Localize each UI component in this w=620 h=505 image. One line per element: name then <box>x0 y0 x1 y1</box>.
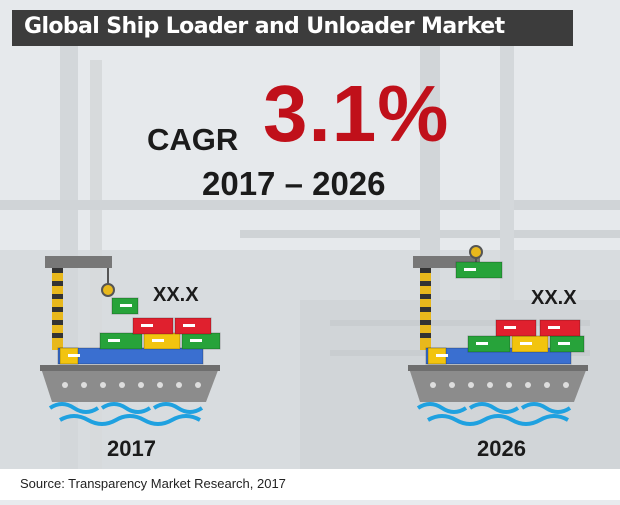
source-bar: Source: Transparency Market Research, 20… <box>0 469 620 500</box>
water-wave-2026 <box>416 402 468 414</box>
container-marking-2017 <box>190 339 202 342</box>
ship-hull-2026 <box>408 365 588 402</box>
water-wave-2017 <box>48 402 100 414</box>
porthole-2017 <box>100 382 106 388</box>
water-wave-2026 <box>427 414 569 426</box>
water-wave-2017 <box>100 402 152 414</box>
container-marking-2026 <box>558 342 570 345</box>
source-note: Source: Transparency Market Research, 20… <box>20 476 286 491</box>
crane-stripe-2026 <box>420 281 431 286</box>
crane-mast-2026 <box>420 260 431 350</box>
porthole-2026 <box>525 382 531 388</box>
porthole-2017 <box>157 382 163 388</box>
container-marking-2026 <box>548 326 560 329</box>
porthole-2017 <box>62 382 68 388</box>
crane-stripe-2017 <box>52 333 63 338</box>
crane-hook-2026 <box>469 245 483 259</box>
crane-stripe-2017 <box>52 281 63 286</box>
container-marking-2026 <box>520 342 532 345</box>
chart-title: Global Ship Loader and Unloader Market <box>24 14 505 39</box>
porthole-2026 <box>449 382 455 388</box>
water-wave-2026 <box>468 402 520 414</box>
porthole-2026 <box>430 382 436 388</box>
crane-stripe-2026 <box>420 333 431 338</box>
porthole-2026 <box>506 382 512 388</box>
porthole-2026 <box>544 382 550 388</box>
container-marking-2017 <box>108 339 120 342</box>
container-marking-2026 <box>476 342 488 345</box>
title-bar: Global Ship Loader and Unloader Market <box>12 10 573 46</box>
porthole-2026 <box>487 382 493 388</box>
container-2026 <box>455 261 503 279</box>
container-marking-2017 <box>141 324 153 327</box>
cagr-period: 2017 – 2026 <box>202 165 386 202</box>
cagr-label: CAGR <box>147 122 239 157</box>
porthole-2026 <box>468 382 474 388</box>
value-label-2026: XX.X <box>531 287 577 309</box>
crane-hook-2017 <box>101 283 115 297</box>
container-marking-2017 <box>183 324 195 327</box>
crane-stripe-2026 <box>420 268 431 273</box>
crane-stripe-2026 <box>420 307 431 312</box>
container-marking-2026 <box>464 268 476 271</box>
ship-hull-2017 <box>40 365 220 402</box>
porthole-2017 <box>81 382 87 388</box>
container-marking-2017 <box>120 304 132 307</box>
porthole-2017 <box>176 382 182 388</box>
crane-stripe-2017 <box>52 294 63 299</box>
cagr-value: 3.1% <box>263 69 450 158</box>
porthole-2017 <box>195 382 201 388</box>
water-wave-2017 <box>152 402 204 414</box>
hull-deck-2026 <box>408 365 588 371</box>
container-marking-2017 <box>68 354 80 357</box>
container-marking-2017 <box>152 339 164 342</box>
crane-stripe-2026 <box>420 320 431 325</box>
hull-deck-2017 <box>40 365 220 371</box>
container-marking-2026 <box>504 326 516 329</box>
container-2017 <box>99 332 143 350</box>
container-2026 <box>467 335 511 353</box>
water-wave-2017 <box>59 414 201 426</box>
porthole-2017 <box>119 382 125 388</box>
porthole-2026 <box>563 382 569 388</box>
value-label-2017: XX.X <box>153 284 199 306</box>
container-marking-2026 <box>436 354 448 357</box>
crane-mast-2017 <box>52 260 63 350</box>
crane-boom-2017 <box>45 256 112 268</box>
category-label-2026: 2026 <box>477 436 526 461</box>
crane-stripe-2017 <box>52 320 63 325</box>
crane-stripe-2026 <box>420 294 431 299</box>
porthole-2017 <box>138 382 144 388</box>
crane-stripe-2017 <box>52 307 63 312</box>
crane-stripe-2017 <box>52 268 63 273</box>
category-label-2017: 2017 <box>107 436 156 461</box>
water-wave-2026 <box>520 402 572 414</box>
